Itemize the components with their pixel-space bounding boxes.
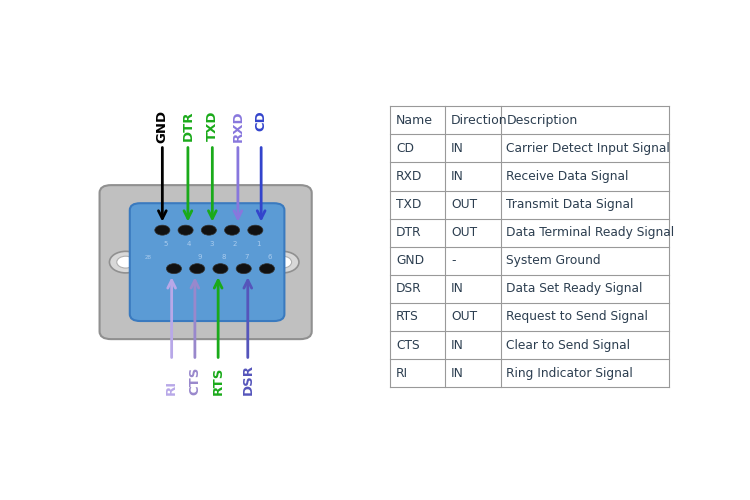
Circle shape [110,252,142,273]
Text: RXD: RXD [232,110,244,142]
Text: OUT: OUT [452,226,477,239]
Text: Data Terminal Ready Signal: Data Terminal Ready Signal [506,226,674,239]
Text: IN: IN [452,142,464,155]
Text: CTS: CTS [396,338,420,351]
Circle shape [190,264,205,274]
Text: Name: Name [396,114,433,127]
Text: 3: 3 [209,241,214,247]
Circle shape [178,225,194,235]
Circle shape [274,256,292,268]
Circle shape [117,256,135,268]
Text: TXD: TXD [206,110,219,140]
Text: 7: 7 [244,254,249,260]
Circle shape [201,225,217,235]
Text: 8: 8 [221,254,226,260]
Text: CD: CD [255,110,268,131]
Text: Receive Data Signal: Receive Data Signal [506,170,628,183]
FancyBboxPatch shape [100,185,312,339]
Text: Ring Indicator Signal: Ring Indicator Signal [506,366,633,380]
Text: 2: 2 [232,241,237,247]
Text: DSR: DSR [242,364,254,395]
Text: 6: 6 [268,254,272,260]
Text: Transmit Data Signal: Transmit Data Signal [506,198,634,211]
Text: Request to Send Signal: Request to Send Signal [506,310,648,324]
Circle shape [266,252,299,273]
Circle shape [248,225,263,235]
Text: Clear to Send Signal: Clear to Send Signal [506,338,631,351]
Text: IN: IN [452,338,464,351]
Text: RTS: RTS [396,310,418,324]
Circle shape [236,264,251,274]
Text: -: - [452,254,456,268]
Text: Carrier Detect Input Signal: Carrier Detect Input Signal [506,142,670,155]
Circle shape [260,264,274,274]
Circle shape [154,225,170,235]
Text: GND: GND [156,110,169,143]
Text: Data Set Ready Signal: Data Set Ready Signal [506,282,643,296]
Text: CD: CD [396,142,414,155]
Text: 5: 5 [163,241,167,247]
Text: DSR: DSR [396,282,422,296]
Text: 9: 9 [198,254,202,260]
Text: Direction: Direction [452,114,508,127]
Text: RXD: RXD [396,170,422,183]
FancyBboxPatch shape [130,203,284,321]
Text: RTS: RTS [211,366,225,395]
Circle shape [224,225,240,235]
Circle shape [213,264,228,274]
Text: 4: 4 [186,241,190,247]
Text: CTS: CTS [188,366,202,395]
Text: IN: IN [452,366,464,380]
Text: DTR: DTR [182,110,194,140]
Text: Description: Description [506,114,578,127]
Text: DTR: DTR [396,226,422,239]
Text: IN: IN [452,170,464,183]
Text: 28: 28 [145,255,152,260]
Text: GND: GND [396,254,424,268]
Text: OUT: OUT [452,310,477,324]
Text: 1: 1 [256,241,260,247]
Text: RI: RI [396,366,408,380]
Text: System Ground: System Ground [506,254,601,268]
Text: RI: RI [165,380,178,395]
Circle shape [166,264,182,274]
Text: TXD: TXD [396,198,422,211]
Text: OUT: OUT [452,198,477,211]
Text: IN: IN [452,282,464,296]
